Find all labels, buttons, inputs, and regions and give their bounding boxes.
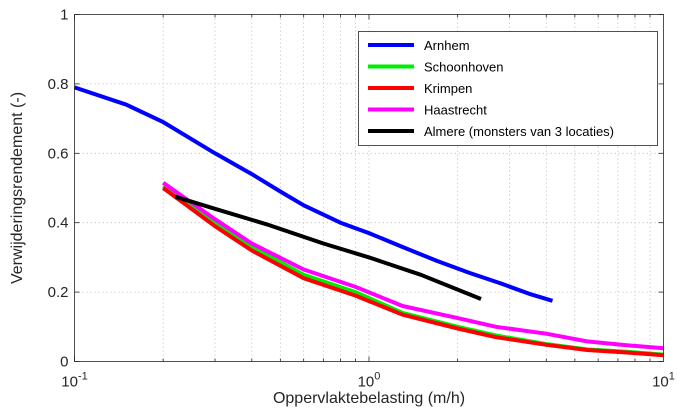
grid [74, 14, 664, 362]
x-tick-label: 10-1 [61, 371, 87, 391]
legend: Arnhem Schoonhoven Krimpen Haastrecht Almere… [358, 31, 658, 146]
x-tick-label: 101 [652, 371, 675, 391]
legend-entry-label: Almere (monsters van 3 locaties) [424, 124, 614, 139]
y-tick-label: 0.8 [48, 76, 69, 93]
series-line-5 [174, 194, 482, 301]
legend-entry-label: Krimpen [424, 81, 472, 96]
x-tick-label: 100 [358, 371, 381, 391]
x-axis-tick-labels: 10-1 100 101 [61, 371, 675, 391]
y-tick-label: 0.2 [48, 284, 69, 301]
y-tick-label: 0.6 [48, 145, 69, 162]
x-axis-label: Oppervlaktebelasting (m/h) [273, 390, 465, 407]
legend-entry-label: Haastrecht [424, 103, 487, 118]
series-line-1 [73, 85, 554, 303]
legend-entry-label: Schoonhoven [424, 60, 504, 75]
series-line-3 [162, 186, 664, 358]
y-tick-label: 1 [60, 7, 68, 24]
y-tick-label: 0 [60, 354, 68, 371]
axis-ticks [74, 14, 664, 362]
legend-entry-label: Arnhem [424, 38, 470, 53]
y-axis-label: Verwijderingsrendement (-) [9, 92, 26, 284]
y-tick-label: 0.4 [48, 215, 69, 232]
y-axis-tick-labels: 0 0.2 0.4 0.6 0.8 1 [48, 7, 69, 371]
series-line-4 [162, 181, 664, 351]
plot-series [73, 85, 664, 358]
